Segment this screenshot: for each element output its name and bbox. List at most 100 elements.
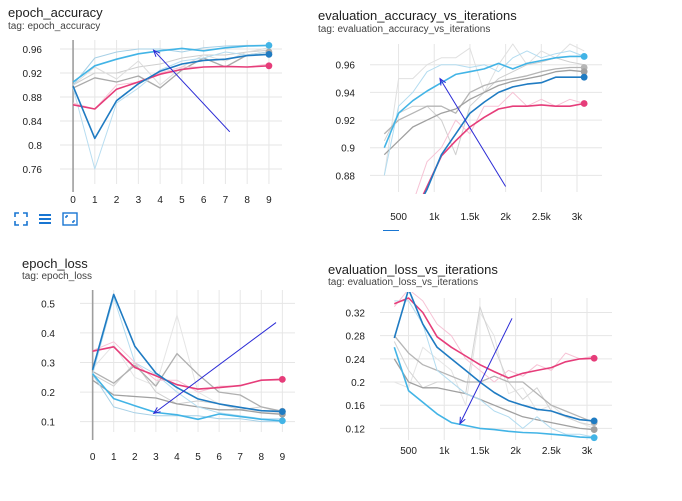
x-tick-label: 3 — [153, 452, 159, 463]
x-tick-label: 3 — [136, 195, 142, 206]
arrow-head — [152, 49, 161, 57]
chart-title: evaluation_loss_vs_iterations — [328, 262, 498, 277]
arrow-head — [459, 416, 466, 425]
series-line — [383, 69, 585, 156]
y-tick-label: 0.16 — [346, 401, 366, 412]
arrow-shaft — [153, 322, 277, 414]
x-tick-label: 0 — [70, 195, 76, 206]
active-indicator — [383, 230, 399, 231]
evaluation-accuracy-chart[interactable]: 0.88 0.9 0.92 0.94 0.96 500 1k 1.5k 2k 2.5k 3k — [310, 38, 610, 228]
y-tick-label: 0.84 — [23, 117, 43, 128]
y-tick-label: 0.92 — [336, 116, 356, 127]
y-tick-label: 0.96 — [23, 45, 43, 56]
x-tick-label: 5 — [179, 195, 185, 206]
x-tick-label: 3k — [582, 446, 594, 457]
x-tick-label: 9 — [280, 452, 286, 463]
series-line — [92, 374, 283, 423]
series-end-marker — [278, 375, 286, 383]
epoch-accuracy-chart[interactable]: 0.76 0.8 0.84 0.88 0.92 0.96 0 1 2 3 4 5 6 7 8 9 — [0, 34, 290, 210]
y-tick-label: 0.28 — [346, 332, 366, 343]
evaluation-loss-chart[interactable]: 0.12 0.16 0.2 0.24 0.28 0.32 500 1k 1.5k 2k 2.5k 3k — [320, 292, 620, 464]
x-tick-label: 2k — [500, 212, 512, 223]
plot-area — [383, 43, 585, 194]
x-tick-label: 0 — [90, 452, 96, 463]
series-line — [423, 76, 585, 194]
y-tick-label: 0.94 — [336, 88, 356, 99]
plot-area — [393, 292, 595, 439]
x-tick-label: 8 — [258, 452, 264, 463]
series-end-marker — [580, 100, 588, 107]
chart-tag: tag: evaluation_loss_vs_iterations — [328, 277, 479, 288]
arrow-shaft — [439, 78, 507, 187]
series-line — [92, 379, 283, 415]
series-end-marker — [590, 434, 598, 442]
y-tick-label: 0.96 — [336, 61, 356, 72]
y-tick-label: 0.2 — [351, 378, 365, 389]
arrow-shaft — [153, 49, 231, 133]
series-end-marker — [580, 53, 588, 60]
series-line — [422, 102, 585, 194]
series-end-marker — [265, 62, 273, 70]
series-line — [394, 300, 595, 438]
fullscreen-icon[interactable] — [14, 212, 28, 226]
toggle-legend-icon[interactable] — [38, 212, 52, 226]
chart-tag: tag: epoch_loss — [22, 271, 93, 282]
x-tick-label: 9 — [266, 195, 272, 206]
arrow-shaft — [459, 318, 513, 424]
x-tick-label: 5 — [195, 452, 201, 463]
y-tick-label: 0.2 — [41, 388, 55, 399]
y-tick-label: 0.5 — [41, 299, 55, 310]
series-line — [393, 347, 595, 439]
series-end-marker — [580, 68, 588, 76]
x-tick-label: 4 — [157, 195, 163, 206]
series-line — [72, 51, 269, 170]
series-end-marker — [590, 417, 598, 425]
x-tick-label: 2.5k — [532, 212, 552, 223]
series-end-marker — [278, 408, 286, 415]
chart-title: epoch_loss — [22, 256, 88, 271]
annotation-arrow — [439, 77, 507, 187]
y-tick-label: 0.8 — [28, 141, 42, 152]
annotation-arrow — [459, 318, 513, 425]
y-tick-label: 0.88 — [336, 171, 356, 182]
y-tick-label: 0.24 — [346, 355, 366, 366]
grid — [380, 298, 612, 440]
x-tick-label: 500 — [390, 212, 407, 223]
x-tick-label: 1 — [92, 195, 98, 206]
series-line — [383, 66, 585, 135]
x-tick-label: 1k — [439, 446, 451, 457]
grid — [370, 44, 602, 192]
y-tick-label: 0.3 — [41, 358, 55, 369]
y-tick-label: 0.9 — [341, 144, 355, 155]
series-line — [415, 91, 585, 194]
x-tick-label: 7 — [223, 195, 229, 206]
series-line — [393, 358, 595, 431]
series-end-marker — [590, 426, 598, 433]
plot-area — [72, 44, 269, 170]
series-line — [393, 306, 595, 426]
series-line — [72, 51, 269, 89]
y-tick-label: 0.76 — [23, 165, 43, 176]
series-line — [393, 297, 595, 379]
series-end-marker — [590, 354, 598, 362]
series-line — [393, 292, 595, 422]
series-end-marker — [265, 42, 273, 49]
x-tick-label: 500 — [400, 446, 417, 457]
series-line — [91, 373, 283, 422]
series-line — [72, 65, 269, 110]
series-end-marker — [265, 51, 273, 58]
series-line — [383, 43, 585, 176]
series-line — [72, 47, 269, 86]
x-tick-label: 2.5k — [542, 446, 562, 457]
fit-domain-icon[interactable] — [62, 212, 78, 226]
arrow-head — [439, 77, 446, 86]
y-tick-label: 0.4 — [41, 329, 55, 340]
x-tick-label: 6 — [201, 195, 207, 206]
arrow-head — [152, 407, 161, 415]
series-line — [72, 44, 269, 83]
x-tick-label: 3k — [572, 212, 584, 223]
series-end-marker — [580, 73, 588, 81]
y-tick-label: 0.12 — [346, 424, 366, 435]
plot-area — [91, 293, 283, 423]
epoch-loss-chart[interactable]: 0.1 0.2 0.3 0.4 0.5 0 1 2 3 4 5 6 7 8 9 — [10, 284, 305, 469]
